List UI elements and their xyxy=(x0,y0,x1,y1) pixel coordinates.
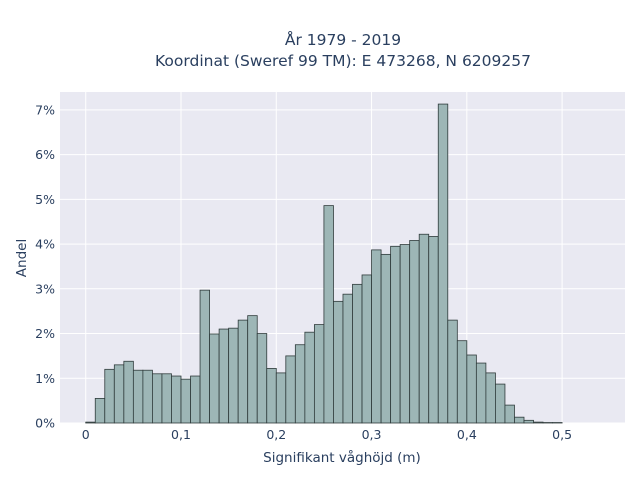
histogram-bar-47 xyxy=(533,421,544,424)
histogram-bar-7 xyxy=(152,373,163,424)
histogram-bar-15 xyxy=(228,327,239,424)
x-axis-ticks: 0 0,1 0,2 0,3 0,4 0,5 xyxy=(82,427,572,442)
histogram-bar-43 xyxy=(495,383,506,424)
histogram-bar-35 xyxy=(418,233,430,424)
y-axis-ticks: 0% 1% 2% 3% 4% 5% 6% 7% xyxy=(35,102,55,430)
histogram-bar-34 xyxy=(409,240,420,424)
histogram-bar-17 xyxy=(247,315,258,424)
y-tick-label-6: 6% xyxy=(35,147,55,162)
x-tick-label-0: 0 xyxy=(82,427,90,442)
histogram-bar-41 xyxy=(475,362,487,424)
histogram-bar-25 xyxy=(323,205,334,424)
histogram-bar-23 xyxy=(304,331,315,424)
histogram-bar-29 xyxy=(361,274,372,424)
y-tick-label-0: 0% xyxy=(35,416,55,431)
x-tick-label-2: 0,2 xyxy=(266,427,286,442)
histogram-bar-33 xyxy=(399,244,411,424)
histogram-bar-19 xyxy=(266,368,277,424)
histogram-bar-26 xyxy=(333,300,344,424)
histogram-bar-14 xyxy=(218,328,230,424)
histogram-bar-11 xyxy=(190,375,201,424)
histogram-bar-27 xyxy=(342,293,353,424)
histogram-bar-12 xyxy=(199,289,210,424)
histogram-bar-36 xyxy=(428,236,439,424)
histogram-bar-28 xyxy=(352,283,363,424)
histogram-bars xyxy=(85,103,563,424)
y-tick-label-7: 7% xyxy=(35,102,55,117)
histogram-bar-16 xyxy=(237,319,249,424)
x-tick-label-4: 0,4 xyxy=(457,427,477,442)
histogram-bar-42 xyxy=(485,372,496,424)
chart-title-line1: År 1979 - 2019 xyxy=(285,30,401,49)
y-tick-label-1: 1% xyxy=(35,371,55,386)
histogram-bar-21 xyxy=(285,355,296,424)
histogram-bar-6 xyxy=(142,369,153,424)
x-tick-label-5: 0,5 xyxy=(552,427,572,442)
histogram-bar-31 xyxy=(380,253,392,424)
histogram-bar-9 xyxy=(171,375,182,424)
histogram-bar-40 xyxy=(466,354,477,424)
histogram-bar-38 xyxy=(447,319,458,424)
x-tick-label-3: 0,3 xyxy=(362,427,382,442)
x-axis-title: Signifikant våghöjd (m) xyxy=(263,449,421,466)
histogram-bar-39 xyxy=(456,340,468,424)
histogram-bar-32 xyxy=(390,245,401,424)
histogram-bar-37 xyxy=(437,103,449,424)
histogram-bar-2 xyxy=(104,368,115,424)
histogram-bar-45 xyxy=(514,416,525,424)
x-tick-label-1: 0,1 xyxy=(171,427,191,442)
histogram-bar-18 xyxy=(256,333,268,424)
histogram-bar-44 xyxy=(504,404,515,424)
y-tick-label-4: 4% xyxy=(35,237,55,252)
histogram-bar-8 xyxy=(161,373,172,424)
histogram-bar-24 xyxy=(313,324,325,424)
y-tick-label-2: 2% xyxy=(35,326,55,341)
histogram-bar-4 xyxy=(123,360,134,424)
y-tick-label-5: 5% xyxy=(35,192,55,207)
histogram-bar-5 xyxy=(132,369,144,424)
chart-title-line2: Koordinat (Sweref 99 TM): E 473268, N 62… xyxy=(155,52,531,70)
histogram-bar-10 xyxy=(180,378,191,424)
histogram-bar-30 xyxy=(371,249,382,424)
histogram-bar-22 xyxy=(294,344,306,424)
histogram-bar-3 xyxy=(113,364,125,424)
histogram-bar-0 xyxy=(85,421,96,424)
histogram-bar-46 xyxy=(523,419,534,424)
histogram-bar-1 xyxy=(94,397,106,424)
histogram-bar-20 xyxy=(275,372,287,424)
y-axis-title: Andel xyxy=(14,239,30,277)
y-tick-label-3: 3% xyxy=(35,281,55,296)
histogram-bar-13 xyxy=(209,333,220,424)
